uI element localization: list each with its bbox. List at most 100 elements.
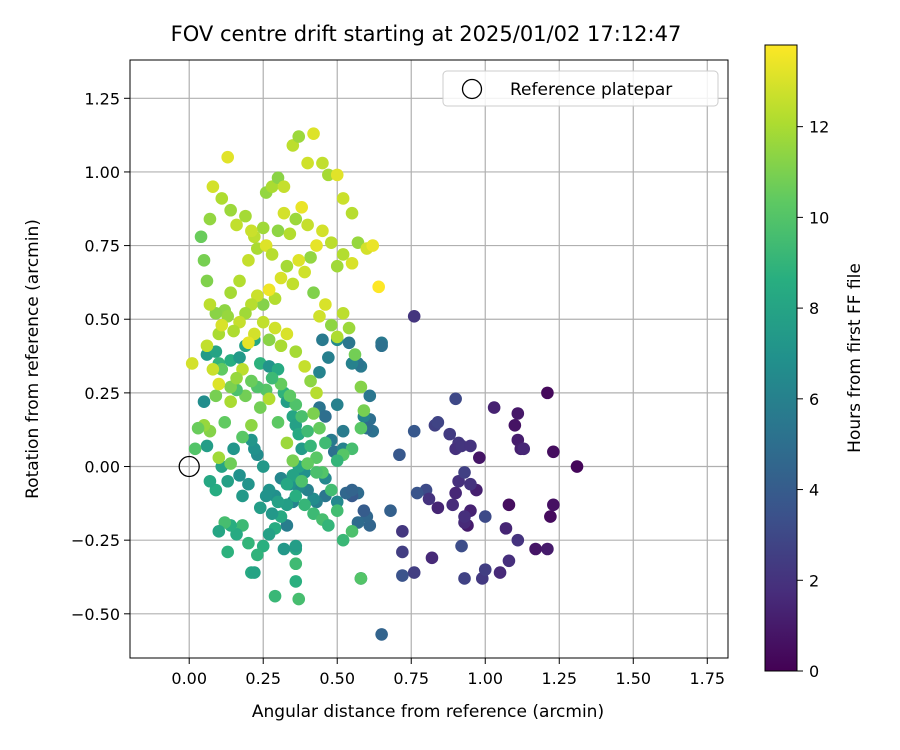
x-tick-label: 1.75 xyxy=(689,669,725,688)
data-point xyxy=(455,539,468,553)
data-point xyxy=(227,442,240,456)
legend-label-reference: Reference platepar xyxy=(510,80,672,100)
data-point xyxy=(473,451,486,464)
x-axis-label: Angular distance from reference (arcmin) xyxy=(252,702,604,722)
data-point xyxy=(259,489,273,503)
data-point xyxy=(396,545,409,559)
data-point xyxy=(407,309,421,323)
data-point xyxy=(200,274,214,288)
data-point xyxy=(325,318,338,332)
data-point xyxy=(336,533,350,547)
data-point xyxy=(298,265,311,279)
data-point xyxy=(511,407,525,420)
data-point xyxy=(262,527,276,541)
x-tick-label: 1.25 xyxy=(541,669,577,688)
colorbar-tick-label: 10 xyxy=(809,208,829,227)
data-point xyxy=(265,180,279,193)
data-point xyxy=(245,418,258,432)
data-point xyxy=(194,230,208,244)
data-point xyxy=(274,271,288,285)
data-point xyxy=(319,436,332,450)
data-point xyxy=(458,572,471,585)
data-point xyxy=(307,127,320,140)
data-point xyxy=(517,442,531,456)
data-point xyxy=(233,351,246,364)
data-point xyxy=(289,557,303,571)
data-point xyxy=(286,277,300,291)
data-point xyxy=(212,525,226,538)
data-point xyxy=(487,401,501,414)
data-point xyxy=(310,466,323,479)
data-point xyxy=(307,507,320,520)
data-point xyxy=(224,203,237,217)
data-point xyxy=(502,554,516,568)
data-point xyxy=(221,309,234,323)
data-point xyxy=(242,254,255,267)
data-point xyxy=(274,377,288,391)
data-point xyxy=(224,286,237,300)
data-point xyxy=(330,168,344,182)
data-point xyxy=(197,395,211,409)
data-point xyxy=(256,221,270,235)
data-point xyxy=(280,477,294,491)
data-point xyxy=(443,427,457,441)
colorbar-label: Hours from first FF file xyxy=(845,263,865,453)
data-point xyxy=(209,307,223,320)
data-point xyxy=(242,336,255,350)
data-point xyxy=(375,339,388,353)
data-point xyxy=(218,416,232,429)
data-point xyxy=(372,280,385,294)
x-tick-label: 0.50 xyxy=(319,669,355,688)
data-point xyxy=(230,371,243,385)
data-point xyxy=(301,156,314,170)
data-point xyxy=(357,504,371,518)
data-point xyxy=(233,469,246,482)
data-point xyxy=(280,259,294,273)
data-point xyxy=(295,474,309,488)
data-point xyxy=(478,563,492,576)
data-point xyxy=(236,519,249,532)
data-point xyxy=(458,466,471,479)
data-point xyxy=(289,489,303,503)
data-point xyxy=(277,206,291,220)
data-point xyxy=(292,254,306,267)
data-point xyxy=(544,510,557,523)
data-point xyxy=(325,483,338,497)
data-point xyxy=(286,469,300,482)
data-point xyxy=(508,418,522,432)
chart-title: FOV centre drift starting at 2025/01/02 … xyxy=(171,22,682,46)
y-tick-label: 0.75 xyxy=(84,237,120,256)
data-point xyxy=(215,192,229,205)
data-point xyxy=(256,315,270,329)
data-point xyxy=(336,248,350,261)
data-point xyxy=(197,254,211,267)
data-point xyxy=(206,363,220,376)
data-point xyxy=(304,374,317,388)
data-point xyxy=(425,551,439,565)
data-point xyxy=(245,224,258,238)
colorbar-tick-label: 0 xyxy=(809,662,819,681)
data-point xyxy=(253,401,267,414)
data-point xyxy=(283,227,297,241)
data-point xyxy=(209,345,223,358)
data-point xyxy=(245,374,258,388)
data-point xyxy=(256,539,270,553)
data-point xyxy=(464,439,477,453)
data-point xyxy=(310,451,323,464)
legend-box xyxy=(442,70,719,107)
y-axis-label: Rotation from reference (arcmin) xyxy=(23,219,43,499)
data-point xyxy=(351,516,365,529)
data-point xyxy=(410,486,424,500)
data-point xyxy=(301,218,314,232)
data-point xyxy=(265,507,279,520)
y-tick-label: 0.00 xyxy=(84,458,120,477)
y-tick-label: 0.50 xyxy=(84,310,120,329)
data-point xyxy=(511,533,525,547)
data-point xyxy=(431,501,445,515)
data-point xyxy=(502,498,516,512)
data-point xyxy=(316,333,329,347)
data-point xyxy=(221,474,234,488)
data-point xyxy=(248,566,261,579)
data-point xyxy=(224,380,237,394)
data-point xyxy=(289,539,303,553)
